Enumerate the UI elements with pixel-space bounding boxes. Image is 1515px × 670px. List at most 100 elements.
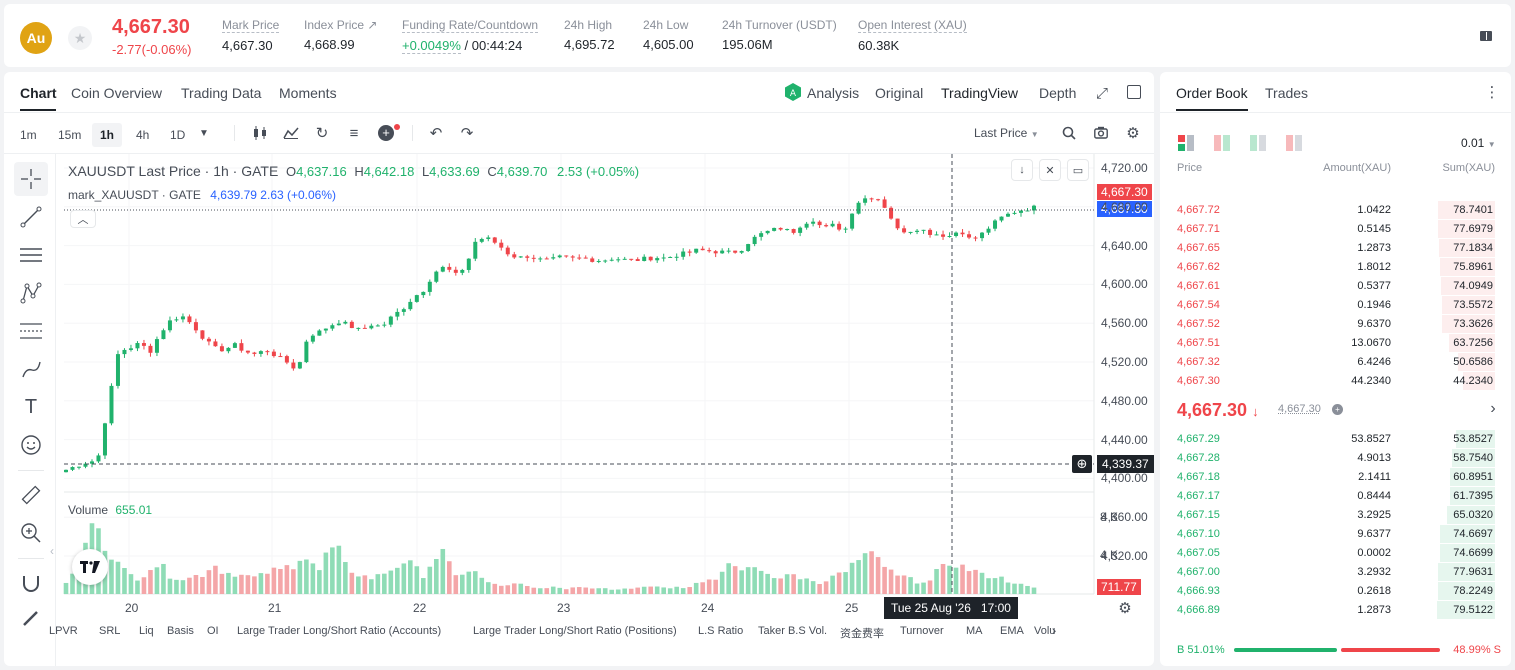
tf-15m[interactable]: 15m (58, 128, 82, 142)
ruler-icon[interactable] (14, 478, 48, 512)
favorite-star-icon[interactable]: ★ (68, 26, 92, 50)
tab-coin-overview[interactable]: Coin Overview (71, 85, 163, 101)
redo-icon[interactable]: ↷ (460, 125, 474, 142)
pattern-icon[interactable] (14, 276, 48, 310)
scroll-left-icon[interactable]: ‹ (50, 544, 54, 558)
scroll-down-icon[interactable]: ↓ (1011, 159, 1033, 181)
crosshair-icon[interactable] (14, 162, 48, 196)
window-icon[interactable] (1127, 85, 1141, 99)
trend-line-icon[interactable] (14, 200, 48, 234)
indicators-icon[interactable] (283, 126, 299, 140)
zoom-in-icon[interactable] (14, 516, 48, 550)
emoji-icon[interactable] (14, 428, 48, 462)
bids-row[interactable]: 4,667.15 3.2925 65.0320 (1160, 505, 1511, 524)
chevron-right-icon[interactable]: › (1490, 400, 1496, 417)
indicator-5[interactable]: Large Trader Long/Short Ratio (Accounts) (237, 625, 442, 637)
text-tool-icon[interactable]: T (24, 395, 38, 418)
indicator-8[interactable]: Taker B.S Vol. (758, 625, 828, 637)
expand-icon[interactable]: ⤢ (1095, 84, 1108, 102)
bids-row[interactable]: 4,667.10 9.6377 74.6697 (1160, 524, 1511, 543)
fib-retracement-icon[interactable] (14, 314, 48, 348)
tab-trading-data[interactable]: Trading Data (181, 85, 262, 101)
divider (4, 153, 1154, 154)
ai-analysis-icon[interactable]: A (785, 83, 801, 101)
tab-trades[interactable]: Trades (1265, 85, 1309, 101)
indicator-12[interactable]: EMA (1000, 625, 1024, 637)
camera-icon[interactable] (1094, 126, 1108, 139)
view-sells-icon[interactable] (1286, 135, 1302, 156)
brush-icon[interactable] (14, 352, 48, 386)
maximize-pane-icon[interactable]: ▭ (1067, 159, 1089, 181)
bids-row[interactable]: 4,667.28 4.9013 58.7540 (1160, 448, 1511, 467)
price-chart[interactable] (4, 72, 1154, 666)
indicator-4[interactable]: OI (207, 625, 219, 637)
view-bids-icon[interactable] (1250, 135, 1266, 156)
view-analysis[interactable]: Analysis (807, 85, 860, 101)
undo-icon[interactable]: ↶ (429, 125, 443, 142)
indicator-13[interactable]: Volu (1034, 625, 1056, 637)
tf-1m[interactable]: 1m (20, 128, 37, 142)
price-type-select[interactable]: Last Price ▼ (974, 126, 1039, 140)
collapse-icon[interactable]: ✕ (1039, 159, 1061, 181)
tf-4h[interactable]: 4h (136, 128, 150, 142)
asks-row[interactable]: 4,667.61 0.5377 74.0949 (1160, 276, 1511, 295)
settings-icon[interactable]: ⚙ (1118, 600, 1132, 617)
replay-icon[interactable]: ↻ (315, 125, 329, 142)
indicator-6[interactable]: Large Trader Long/Short Ratio (Positions… (473, 625, 677, 637)
asks-row[interactable]: 4,667.65 1.2873 77.1834 (1160, 238, 1511, 257)
indicator-11[interactable]: MA (966, 625, 983, 637)
search-icon[interactable] (1062, 126, 1076, 140)
add-indicator-icon[interactable]: + (378, 125, 394, 141)
chevron-down-icon[interactable]: ▼ (199, 127, 209, 139)
collapse-legend-button[interactable]: ︿ (70, 210, 96, 228)
asks-row[interactable]: 4,667.30 44.2340 44.2340 (1160, 371, 1511, 390)
stat-index-price[interactable]: Index Price ↗ 4,668.99 (304, 18, 377, 52)
tf-1h[interactable]: 1h (92, 123, 123, 147)
asks-row[interactable]: 4,667.52 9.6370 73.3626 (1160, 314, 1511, 333)
indicator-7[interactable]: L.S Ratio (698, 625, 744, 637)
asks-row[interactable]: 4,667.32 6.4246 50.6586 (1160, 352, 1511, 371)
bids-row[interactable]: 4,667.17 0.8444 61.7395 (1160, 486, 1511, 505)
tab-chart[interactable]: Chart (20, 85, 57, 101)
indicator-1[interactable]: SRL (99, 625, 121, 637)
indicator-0[interactable]: LPVR (49, 625, 78, 637)
book-icon[interactable] (1476, 26, 1496, 46)
tf-1d[interactable]: 1D (170, 128, 186, 142)
horizontal-lines-icon[interactable] (14, 238, 48, 272)
view-asks-icon[interactable] (1214, 135, 1230, 156)
bids-row[interactable]: 4,666.93 0.2618 78.2249 (1160, 581, 1511, 600)
precision-select[interactable]: 0.01 ▼ (1461, 136, 1496, 150)
asks-row[interactable]: 4,667.54 0.1946 73.5572 (1160, 295, 1511, 314)
view-tradingview[interactable]: TradingView (941, 85, 1019, 101)
add-alert-icon[interactable]: ⊕ (1072, 455, 1092, 473)
volume-bar (154, 567, 160, 594)
tradingview-logo-icon[interactable] (72, 549, 108, 585)
tab-order-book[interactable]: Order Book (1176, 85, 1248, 101)
asks-row[interactable]: 4,667.72 1.0422 78.7401 (1160, 200, 1511, 219)
asks-row[interactable]: 4,667.51 13.0670 63.7256 (1160, 333, 1511, 352)
asks-row[interactable]: 4,667.62 1.8012 75.8961 (1160, 257, 1511, 276)
more-options-icon[interactable]: ⋮ (1484, 84, 1500, 101)
bids-row[interactable]: 4,667.00 3.2932 77.9631 (1160, 562, 1511, 581)
bids-row[interactable]: 4,666.89 1.2873 79.5122 (1160, 600, 1511, 619)
bids-row[interactable]: 4,667.05 0.0002 74.6699 (1160, 543, 1511, 562)
indicator-10[interactable]: Turnover (900, 625, 944, 637)
indicator-9[interactable]: 资金费率 (840, 628, 884, 640)
bids-row[interactable]: 4,667.18 2.1411 60.8951 (1160, 467, 1511, 486)
tab-moments[interactable]: Moments (279, 85, 337, 101)
bids-row[interactable]: 4,667.29 53.8527 53.8527 (1160, 429, 1511, 448)
indicator-2[interactable]: Liq (139, 625, 154, 637)
indicator-3[interactable]: Basis (167, 625, 194, 637)
templates-icon[interactable]: ≡ (349, 124, 359, 142)
magnet-icon[interactable] (14, 566, 48, 600)
asks-row[interactable]: 4,667.71 0.5145 77.6979 (1160, 219, 1511, 238)
volume-bar (531, 587, 537, 594)
gear-icon[interactable]: ⚙ (1126, 125, 1140, 142)
candles-icon[interactable] (252, 126, 268, 140)
chevron-right-icon[interactable]: › (1051, 622, 1057, 638)
candle-body (648, 256, 653, 261)
view-both-icon[interactable] (1178, 135, 1194, 156)
pencil-icon[interactable] (14, 606, 48, 630)
view-original[interactable]: Original (875, 85, 924, 101)
view-depth[interactable]: Depth (1039, 85, 1077, 101)
